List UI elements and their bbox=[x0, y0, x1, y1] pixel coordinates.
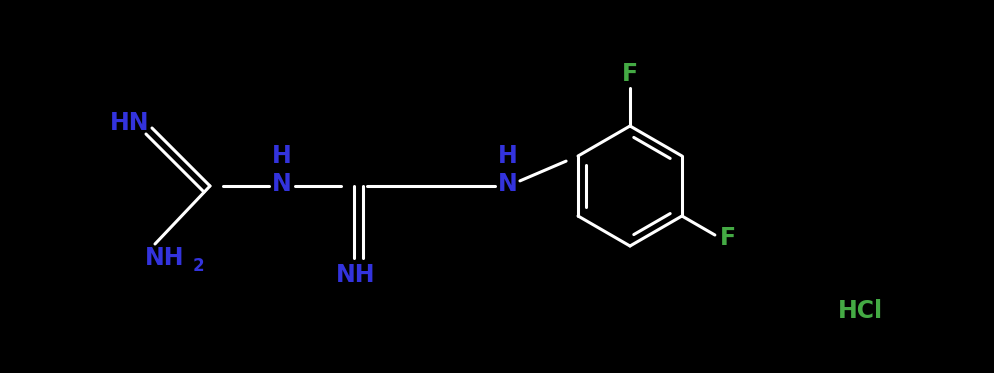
Text: HN: HN bbox=[110, 111, 150, 135]
Text: HCl: HCl bbox=[837, 299, 882, 323]
Text: 2: 2 bbox=[192, 257, 204, 275]
Text: H: H bbox=[498, 144, 517, 168]
Text: N: N bbox=[498, 172, 517, 196]
Text: F: F bbox=[621, 62, 637, 86]
Text: N: N bbox=[271, 172, 291, 196]
Text: F: F bbox=[719, 226, 736, 250]
Text: H: H bbox=[271, 144, 291, 168]
Text: NH: NH bbox=[145, 246, 185, 270]
Text: NH: NH bbox=[336, 263, 376, 287]
